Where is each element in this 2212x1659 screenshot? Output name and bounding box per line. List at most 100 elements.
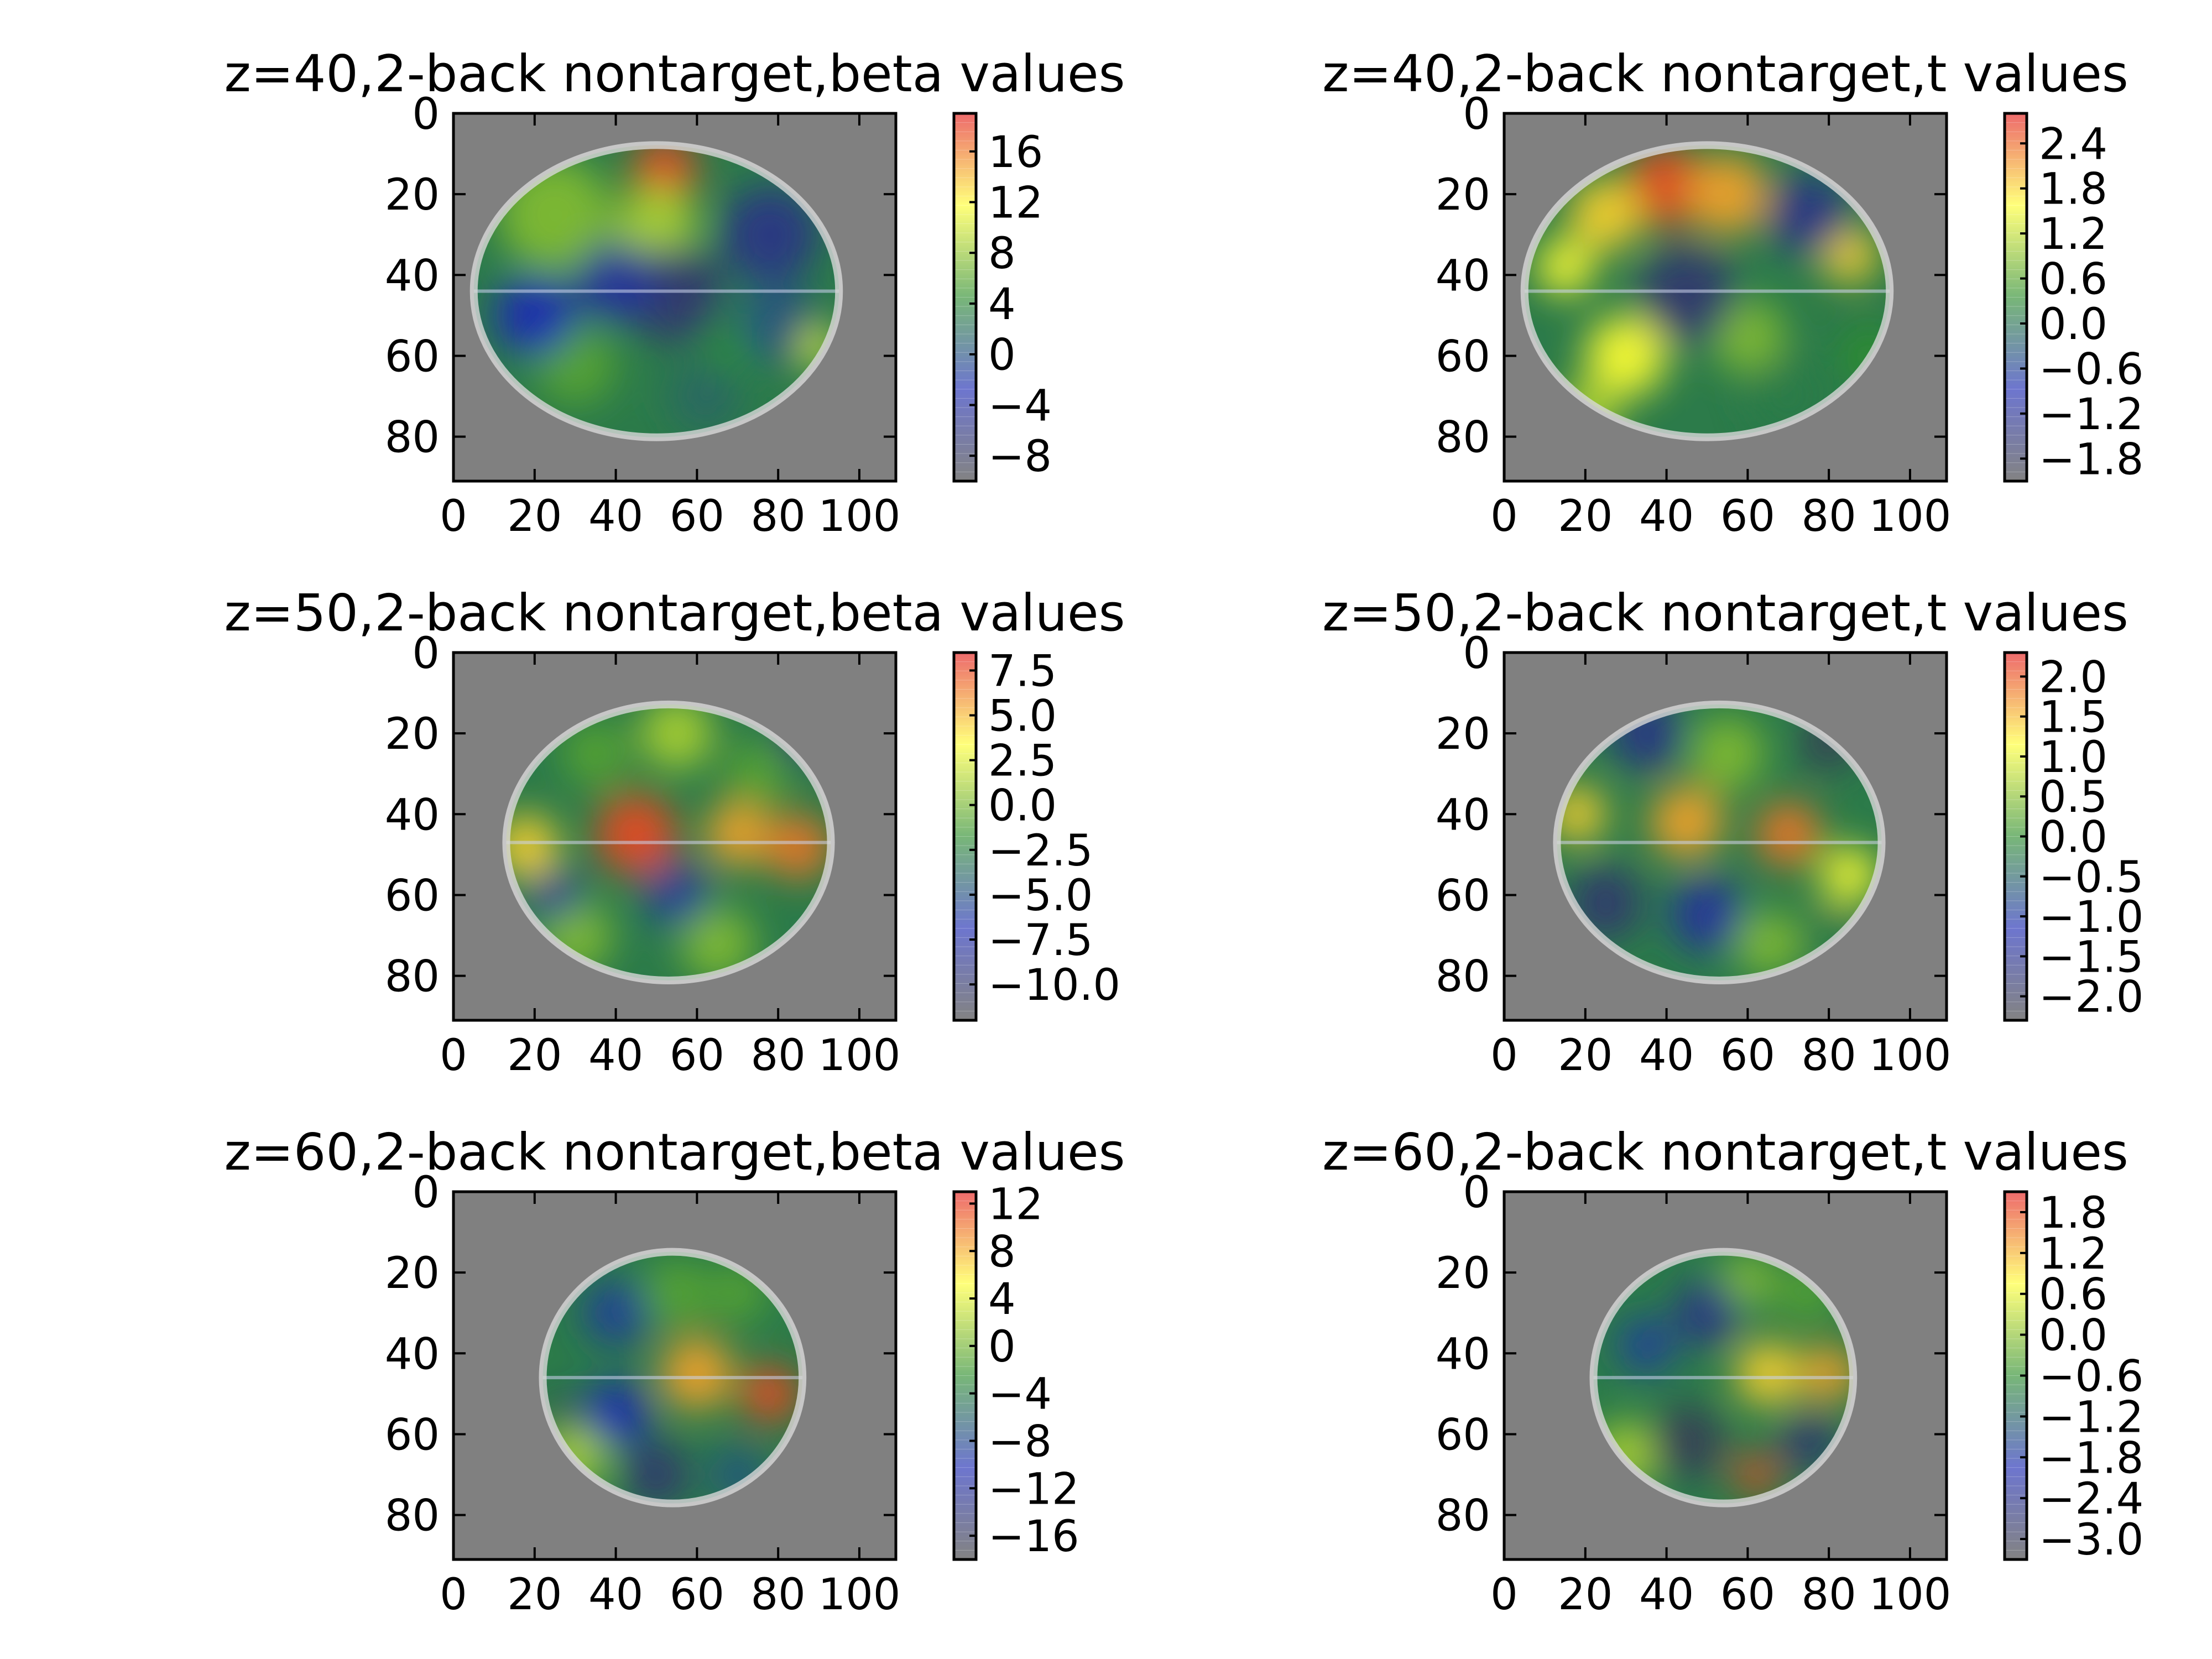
activation-blob xyxy=(1800,1345,1854,1402)
colorbar-tick-label: −12 xyxy=(988,1464,1079,1514)
x-tick-label: 80 xyxy=(1802,1031,1856,1081)
colorbar-tick-label: −1.8 xyxy=(2039,435,2143,484)
x-tick-label: 100 xyxy=(1869,492,1951,541)
colorbar-tick-label: 0 xyxy=(988,331,1016,380)
y-tick-label: 0 xyxy=(412,90,440,139)
y-tick-label: 20 xyxy=(385,709,440,759)
y-tick-label: 40 xyxy=(1436,790,1490,840)
x-tick-label: 20 xyxy=(1558,492,1613,541)
colorbar-tick-label: −3.0 xyxy=(2039,1515,2143,1565)
colorbar-frame xyxy=(2003,112,2028,483)
activation-blob xyxy=(644,1260,709,1326)
skull-outline xyxy=(1589,1248,1858,1507)
x-tick-label: 60 xyxy=(670,492,724,541)
plot-frame xyxy=(452,1190,898,1561)
colorbar-tick-label: −1.2 xyxy=(2039,390,2143,440)
colorbar-tick-label: 16 xyxy=(988,128,1043,178)
y-tick-label: 0 xyxy=(1463,90,1490,139)
colorbar xyxy=(2005,113,2027,481)
y-tick-label: 20 xyxy=(1436,1249,1490,1298)
colorbar-tick-label: 2.5 xyxy=(988,737,1057,786)
y-tick-label: 80 xyxy=(1436,952,1490,1002)
y-tick-label: 80 xyxy=(385,413,440,463)
colorbar-tick-label: 0.0 xyxy=(2039,813,2107,863)
panel-title: z=60,2-back nontarget,beta values xyxy=(224,1123,1125,1182)
y-tick-label: 60 xyxy=(385,1410,440,1460)
activation-blob xyxy=(640,704,713,770)
activation-blob xyxy=(1585,315,1667,397)
x-tick-label: 40 xyxy=(1639,492,1694,541)
y-tick-label: 60 xyxy=(385,871,440,921)
colorbar-tick-label: −7.5 xyxy=(988,916,1093,966)
x-tick-label: 20 xyxy=(1558,1570,1613,1620)
x-tick-label: 100 xyxy=(818,1570,900,1620)
activation-blob xyxy=(1735,1454,1776,1495)
y-tick-label: 40 xyxy=(385,251,440,301)
x-tick-label: 0 xyxy=(1490,492,1518,541)
colorbar-tick-label: 8 xyxy=(988,229,1016,279)
y-tick-label: 0 xyxy=(1463,629,1490,679)
x-tick-label: 20 xyxy=(507,1031,562,1081)
x-tick-label: 80 xyxy=(751,1031,806,1081)
colorbar-frame xyxy=(952,112,978,483)
activation-blob xyxy=(1650,1406,1724,1479)
activation-blob xyxy=(1626,145,1707,227)
activation-blob xyxy=(721,186,819,284)
colorbar-frame xyxy=(952,1190,978,1561)
colorbar-tick-label: 1.0 xyxy=(2039,733,2107,782)
activation-blob xyxy=(644,862,709,928)
colorbar-tick-label: 12 xyxy=(988,1180,1043,1229)
x-tick-label: 40 xyxy=(588,1570,643,1620)
x-tick-label: 0 xyxy=(1490,1570,1518,1620)
plot-frame xyxy=(1503,112,1948,483)
panel-title: z=60,2-back nontarget,t values xyxy=(1322,1123,2128,1182)
activation-blob xyxy=(668,359,742,433)
colorbar-tick-label: −8 xyxy=(988,432,1052,482)
x-tick-label: 0 xyxy=(440,492,467,541)
brain-slice xyxy=(473,145,839,437)
colorbar-tick-label: −1.8 xyxy=(2039,1433,2143,1483)
y-tick-label: 20 xyxy=(1436,709,1490,759)
colorbar-tick-label: −10.0 xyxy=(988,961,1120,1010)
panel-title: z=40,2-back nontarget,t values xyxy=(1322,44,2128,103)
skull-outline xyxy=(469,141,843,441)
colorbar xyxy=(954,653,976,1020)
colorbar xyxy=(954,113,976,481)
colorbar-tick-label: 0 xyxy=(988,1322,1016,1372)
y-tick-label: 20 xyxy=(1436,170,1490,220)
x-tick-label: 0 xyxy=(440,1570,467,1620)
y-tick-label: 80 xyxy=(385,1491,440,1541)
colorbar xyxy=(954,1192,976,1559)
activation-blob xyxy=(632,145,697,203)
colorbar-tick-label: −0.5 xyxy=(2039,853,2143,902)
y-tick-label: 40 xyxy=(1436,251,1490,301)
skull-outline xyxy=(539,1248,807,1507)
y-tick-label: 0 xyxy=(412,1168,440,1218)
colorbar-tick-label: 5.0 xyxy=(988,692,1057,742)
x-tick-label: 80 xyxy=(751,492,806,541)
colorbar-tick-label: −0.6 xyxy=(2039,1352,2143,1402)
activation-blob xyxy=(530,870,580,920)
plot-frame xyxy=(1503,1190,1948,1561)
activation-blob xyxy=(1638,246,1736,344)
panel-title: z=50,2-back nontarget,beta values xyxy=(224,583,1125,643)
activation-map xyxy=(542,1260,799,1504)
y-tick-label: 40 xyxy=(385,790,440,840)
y-tick-label: 20 xyxy=(385,170,440,220)
colorbar-tick-label: 0.0 xyxy=(988,781,1057,831)
x-tick-label: 80 xyxy=(751,1570,806,1620)
x-tick-label: 0 xyxy=(440,1031,467,1081)
skull-outline xyxy=(1520,141,1894,441)
colorbar-tick-label: 2.4 xyxy=(2039,119,2107,169)
colorbar-frame xyxy=(952,651,978,1022)
colorbar-tick-label: −8 xyxy=(988,1417,1052,1467)
activation-blob xyxy=(1650,785,1724,859)
colorbar-tick-label: 4 xyxy=(988,280,1016,330)
activation-blob xyxy=(624,1442,689,1504)
x-tick-label: 20 xyxy=(1558,1031,1613,1081)
activation-blob xyxy=(1768,174,1849,255)
x-tick-label: 60 xyxy=(1720,1031,1775,1081)
y-tick-label: 0 xyxy=(1463,1168,1490,1218)
colorbar-tick-label: 1.8 xyxy=(2039,165,2107,215)
colorbar-tick-label: −2.4 xyxy=(2039,1474,2143,1524)
